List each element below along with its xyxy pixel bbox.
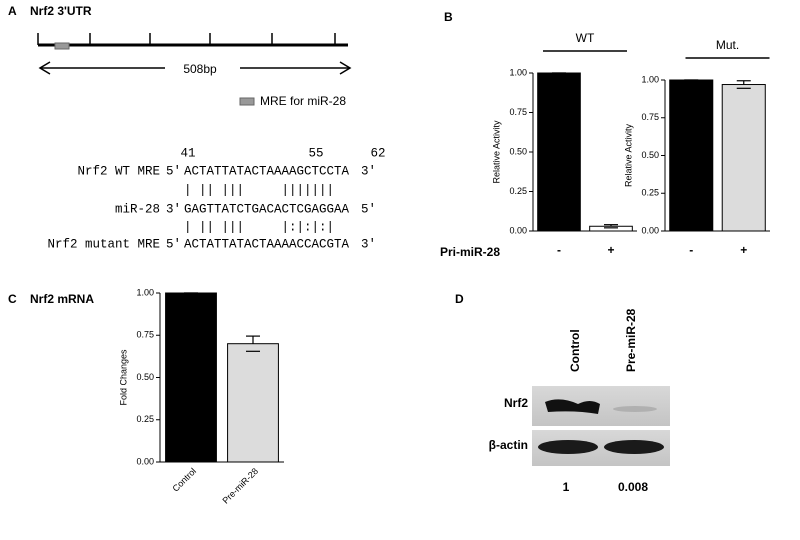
lane-label: Control xyxy=(568,329,582,372)
y-axis-label: Relative Activity xyxy=(623,123,633,187)
error-bar xyxy=(736,80,751,89)
sequence-name: miR-28 xyxy=(115,202,160,216)
panel-title: Nrf2 3'UTR xyxy=(30,4,92,18)
blot-band xyxy=(545,399,600,414)
sequence-name: Nrf2 WT MRE xyxy=(77,164,160,178)
y-tick-label: 0.50 xyxy=(509,146,527,156)
panel-letter: C xyxy=(8,292,17,306)
chart-title: Nrf2 mRNA xyxy=(30,292,94,306)
legend-swatch xyxy=(239,97,255,106)
utr-ticks xyxy=(37,33,336,45)
length-arrow xyxy=(38,61,352,75)
sequence: ACTATTATACTAAAACCACGTA xyxy=(184,237,350,251)
y-tick-label: 1.00 xyxy=(136,287,154,297)
sequence-end: 5' xyxy=(166,237,181,251)
sequence: ACTATTATACTAAAAGCTCCTA xyxy=(184,164,350,178)
pairing: | || ||| |:|:|:| xyxy=(184,220,334,234)
sequence-end: 3' xyxy=(166,202,181,216)
y-tick-label: 0.50 xyxy=(641,150,659,160)
x-tick-label: - xyxy=(557,243,561,257)
sequence-end: 5' xyxy=(361,202,376,216)
blot-band xyxy=(604,440,664,454)
mre-box xyxy=(54,42,70,50)
x-label: Pri-miR-28 xyxy=(440,245,500,259)
y-tick-label: 0.00 xyxy=(509,225,527,235)
panel-letter: A xyxy=(8,4,17,18)
y-axis-label: Relative Activity xyxy=(491,120,501,184)
chart-title: WT xyxy=(576,31,595,45)
bar xyxy=(669,79,714,232)
x-tick-label: + xyxy=(607,243,614,257)
y-tick-label: 0.50 xyxy=(136,372,154,382)
legend-label: MRE for miR-28 xyxy=(260,94,346,108)
y-axis-label: Fold Changes xyxy=(118,349,128,406)
x-tick-label: + xyxy=(740,243,747,257)
y-tick-label: 1.00 xyxy=(509,67,527,77)
y-tick-label: 0.00 xyxy=(136,456,154,466)
bar xyxy=(537,72,581,232)
y-tick-label: 0.25 xyxy=(641,188,659,198)
x-tick-label: Pre-miR-28 xyxy=(220,466,260,506)
x-tick-label: Control xyxy=(171,466,199,494)
sequence-end: 5' xyxy=(166,164,181,178)
y-tick-label: 0.00 xyxy=(641,225,659,235)
sequence-end: 3' xyxy=(361,164,376,178)
bar xyxy=(721,84,766,232)
position: 41 xyxy=(180,146,195,160)
quantity: 1 xyxy=(563,480,570,494)
y-tick-label: 0.75 xyxy=(509,107,527,117)
blot-band xyxy=(613,406,657,412)
pairing: | || ||| ||||||| xyxy=(184,183,334,197)
band-label: Nrf2 xyxy=(504,396,528,410)
length-label: 508bp xyxy=(183,62,217,76)
sequence-end: 3' xyxy=(361,237,376,251)
bar xyxy=(589,225,633,232)
y-tick-label: 0.75 xyxy=(136,330,154,340)
sequence-alignment: Nrf2 WT MRE 5' ACTATTATACTAAAAGCTCCTA 3'miR… xyxy=(47,164,376,251)
sequence-name: Nrf2 mutant MRE xyxy=(47,237,160,251)
band-label: β-actin xyxy=(489,438,528,452)
y-tick-label: 0.25 xyxy=(136,414,154,424)
panel-letter: B xyxy=(444,10,453,24)
position: 55 xyxy=(308,146,323,160)
chart-title: Mut. xyxy=(716,38,739,52)
blot-band xyxy=(538,440,598,454)
panel-letter: D xyxy=(455,292,464,306)
position: 62 xyxy=(370,146,385,160)
x-tick-label: - xyxy=(689,243,693,257)
quantity: 0.008 xyxy=(618,480,648,494)
lane-label: Pre-miR-28 xyxy=(624,308,638,372)
sequence: GAGTTATCTGACACTCGAGGAA xyxy=(184,202,350,216)
bar xyxy=(227,343,279,463)
bar xyxy=(165,292,217,463)
y-tick-label: 0.75 xyxy=(641,112,659,122)
y-tick-label: 1.00 xyxy=(641,74,659,84)
error-bar xyxy=(246,335,260,352)
y-tick-label: 0.25 xyxy=(509,186,527,196)
error-bar xyxy=(604,224,618,229)
